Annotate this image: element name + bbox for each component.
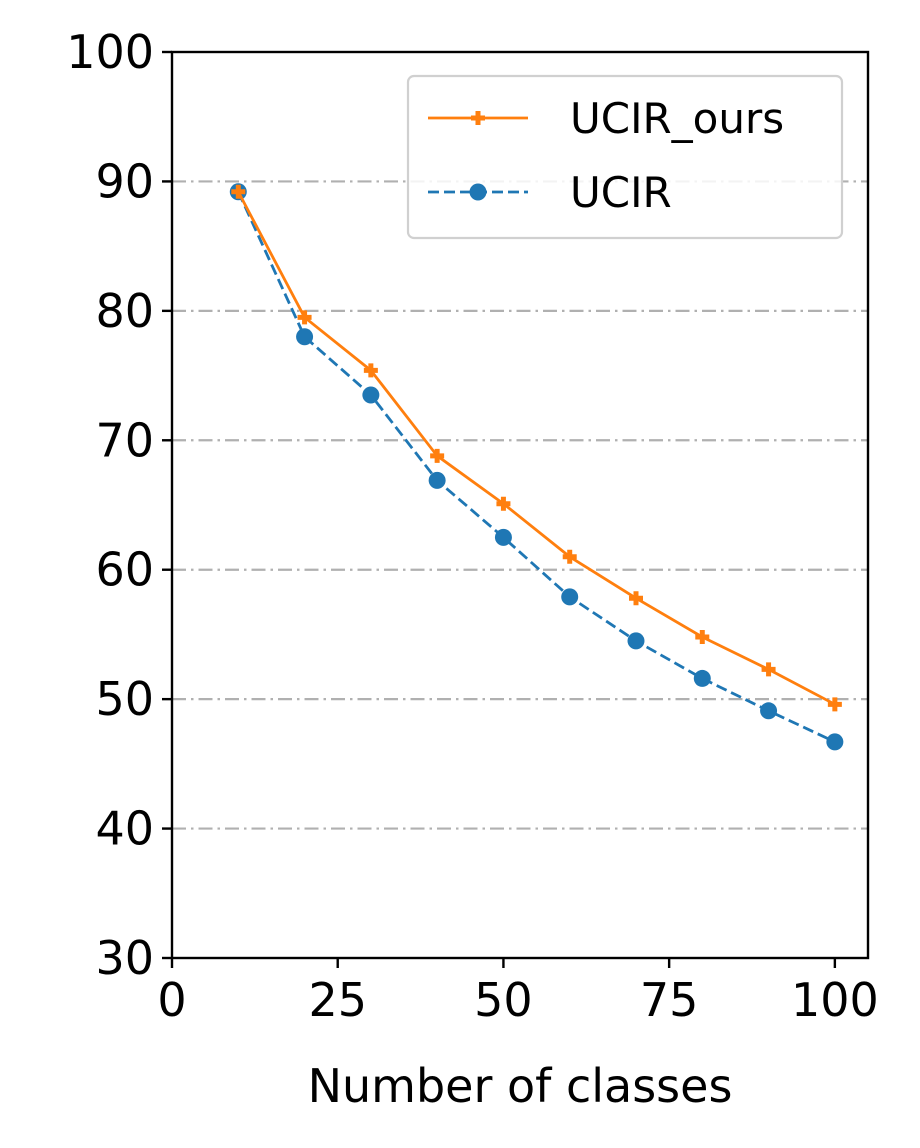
y-tick-label-70: 70 — [95, 413, 154, 467]
legend-label-ucir-ours: UCIR_ours — [570, 94, 784, 143]
point-ucir-100 — [826, 733, 844, 751]
x-tick-label-100: 100 — [791, 973, 879, 1027]
axis-ticks: 30 40 50 60 70 80 90 100 0 25 50 75 100 — [66, 25, 879, 1027]
legend-marker-ucir-ours — [471, 111, 485, 125]
y-tick-label-40: 40 — [95, 802, 154, 856]
x-tick-label-50: 50 — [474, 973, 533, 1027]
series-ucir — [229, 183, 844, 751]
point-ucir-ours-90 — [761, 662, 776, 677]
point-ucir-90 — [760, 702, 778, 720]
plot-frame — [170, 50, 870, 960]
point-ucir-70 — [627, 632, 645, 650]
series-line-ucir — [237, 191, 836, 744]
legend: UCIR_ours UCIR — [406, 74, 844, 240]
y-tick-label-30: 30 — [95, 931, 154, 985]
y-tick-label-90: 90 — [95, 154, 154, 208]
point-ucir-30 — [362, 386, 380, 404]
point-ucir-40 — [428, 471, 446, 489]
y-tick-label-50: 50 — [95, 672, 154, 726]
series-line-ucir-ours — [237, 191, 836, 706]
legend-marker-ucir — [469, 183, 487, 201]
x-tick-label-75: 75 — [640, 973, 699, 1027]
point-ucir-ours-10 — [231, 184, 246, 199]
x-tick-label-0: 0 — [157, 973, 186, 1027]
point-ucir-50 — [494, 528, 512, 546]
legend-box — [406, 74, 844, 240]
grid-lines — [172, 180, 868, 830]
point-ucir-ours-20 — [297, 310, 312, 325]
y-tick-label-60: 60 — [95, 543, 154, 597]
point-ucir-20 — [296, 328, 314, 346]
x-tick-label-25: 25 — [308, 973, 367, 1027]
point-ucir-ours-40 — [430, 448, 445, 463]
point-ucir-60 — [561, 588, 579, 606]
point-ucir-ours-100 — [827, 697, 842, 712]
y-tick-label-80: 80 — [95, 284, 154, 338]
y-tick-label-100: 100 — [66, 25, 154, 79]
point-ucir-80 — [693, 669, 711, 687]
series-group — [229, 183, 844, 751]
point-ucir-ours-50 — [496, 496, 511, 511]
point-ucir-ours-80 — [695, 630, 710, 645]
point-ucir-ours-30 — [363, 363, 378, 378]
point-ucir-ours-60 — [562, 549, 577, 564]
legend-label-ucir: UCIR — [570, 168, 672, 217]
x-axis-title: Number of classes — [308, 1059, 733, 1113]
series-ucir-ours — [231, 184, 842, 712]
point-ucir-ours-70 — [629, 591, 643, 606]
